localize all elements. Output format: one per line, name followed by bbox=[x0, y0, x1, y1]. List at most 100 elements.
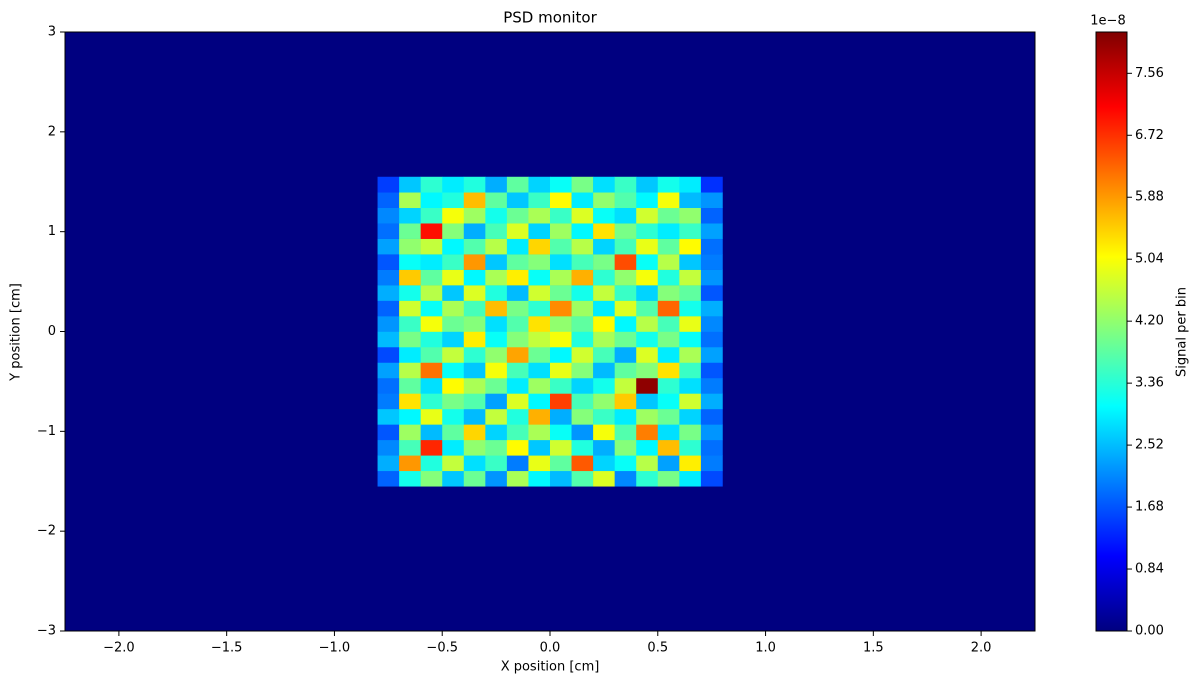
heatmap-cell bbox=[528, 424, 551, 441]
heatmap-cell bbox=[679, 192, 702, 209]
heatmap-cell bbox=[506, 470, 529, 487]
heatmap-cell bbox=[700, 408, 723, 425]
heatmap-cell bbox=[377, 176, 400, 193]
heatmap-cell bbox=[657, 424, 680, 441]
heatmap-cell bbox=[485, 362, 508, 379]
heatmap-cell bbox=[377, 346, 400, 363]
heatmap-cell bbox=[399, 377, 421, 394]
heatmap-cell bbox=[399, 316, 421, 332]
heatmap-cell bbox=[485, 285, 508, 301]
heatmap-cell bbox=[593, 285, 615, 301]
heatmap-cell bbox=[506, 393, 529, 410]
heatmap-cell bbox=[700, 269, 723, 286]
heatmap-cell bbox=[550, 377, 572, 394]
heatmap-cell bbox=[657, 254, 680, 270]
heatmap-cell bbox=[657, 346, 680, 363]
heatmap-cell bbox=[657, 207, 680, 224]
heatmap-cell bbox=[679, 470, 702, 487]
heatmap-cell bbox=[657, 300, 680, 317]
heatmap-cell bbox=[463, 470, 486, 487]
y-tick-label: −1 bbox=[37, 424, 56, 439]
heatmap-cell bbox=[550, 269, 572, 286]
heatmap-cell bbox=[614, 377, 637, 394]
heatmap-cell bbox=[420, 377, 443, 394]
heatmap-cell bbox=[636, 176, 659, 193]
heatmap-cell bbox=[636, 269, 659, 286]
heatmap-cell bbox=[679, 408, 702, 425]
heatmap-cell bbox=[550, 424, 572, 441]
heatmap-cell bbox=[700, 316, 723, 332]
colorbar-label: Signal per bin bbox=[1175, 287, 1190, 377]
colorbar-tick-label: 3.36 bbox=[1135, 376, 1164, 391]
heatmap-cell bbox=[657, 439, 680, 456]
heatmap-cell bbox=[377, 238, 400, 255]
heatmap-cell bbox=[506, 424, 529, 441]
heatmap-cell bbox=[700, 331, 723, 348]
heatmap-cell bbox=[463, 300, 486, 317]
heatmap-cell bbox=[399, 207, 421, 224]
heatmap-cell bbox=[679, 455, 702, 472]
heatmap-cell bbox=[463, 362, 486, 379]
heatmap-cell bbox=[506, 455, 529, 472]
colorbar-tick-label: 0.00 bbox=[1135, 624, 1164, 639]
heatmap-cell bbox=[593, 238, 615, 255]
heatmap-cell bbox=[657, 192, 680, 209]
heatmap-cell bbox=[485, 207, 508, 224]
heatmap-cell bbox=[614, 439, 637, 456]
heatmap-cell bbox=[614, 316, 637, 332]
colorbar-tick-label: 4.20 bbox=[1135, 314, 1164, 329]
heatmap-cell bbox=[571, 408, 594, 425]
heatmap-cell bbox=[700, 223, 723, 239]
heatmap-cell bbox=[442, 300, 465, 317]
heatmap-cell bbox=[528, 331, 551, 348]
heatmap-cell bbox=[420, 285, 443, 301]
x-tick-label: 2.0 bbox=[971, 641, 992, 656]
heatmap bbox=[377, 176, 723, 487]
heatmap-cell bbox=[463, 207, 486, 224]
heatmap-cell bbox=[700, 439, 723, 456]
heatmap-cell bbox=[571, 439, 594, 456]
heatmap-cell bbox=[657, 455, 680, 472]
heatmap-cell bbox=[571, 176, 594, 193]
heatmap-cell bbox=[377, 192, 400, 209]
heatmap-cell bbox=[506, 408, 529, 425]
heatmap-cell bbox=[571, 238, 594, 255]
heatmap-cell bbox=[442, 470, 465, 487]
heatmap-cell bbox=[550, 393, 572, 410]
heatmap-cell bbox=[399, 223, 421, 239]
heatmap-cell bbox=[550, 346, 572, 363]
colorbar-tick-label: 2.52 bbox=[1135, 438, 1164, 453]
heatmap-cell bbox=[679, 269, 702, 286]
heatmap-cell bbox=[420, 362, 443, 379]
heatmap-cell bbox=[442, 362, 465, 379]
heatmap-cell bbox=[593, 346, 615, 363]
heatmap-cell bbox=[636, 439, 659, 456]
heatmap-cell bbox=[528, 207, 551, 224]
heatmap-cell bbox=[679, 207, 702, 224]
heatmap-cell bbox=[485, 439, 508, 456]
heatmap-cell bbox=[700, 346, 723, 363]
heatmap-cell bbox=[528, 346, 551, 363]
heatmap-cell bbox=[442, 346, 465, 363]
heatmap-cell bbox=[657, 285, 680, 301]
heatmap-cell bbox=[700, 300, 723, 317]
heatmap-cell bbox=[593, 393, 615, 410]
heatmap-cell bbox=[571, 300, 594, 317]
heatmap-cell bbox=[442, 223, 465, 239]
heatmap-cell bbox=[485, 408, 508, 425]
heatmap-cell bbox=[657, 331, 680, 348]
y-tick-label: 3 bbox=[48, 25, 56, 40]
y-tick-label: −3 bbox=[37, 624, 56, 639]
heatmap-cell bbox=[528, 254, 551, 270]
heatmap-cell bbox=[593, 470, 615, 487]
heatmap-cell bbox=[636, 346, 659, 363]
heatmap-cell bbox=[377, 223, 400, 239]
heatmap-cell bbox=[550, 223, 572, 239]
heatmap-cell bbox=[700, 176, 723, 193]
heatmap-cell bbox=[399, 285, 421, 301]
heatmap-cell bbox=[550, 455, 572, 472]
heatmap-cell bbox=[377, 408, 400, 425]
heatmap-cell bbox=[506, 223, 529, 239]
heatmap-cell bbox=[377, 331, 400, 348]
heatmap-cell bbox=[399, 176, 421, 193]
